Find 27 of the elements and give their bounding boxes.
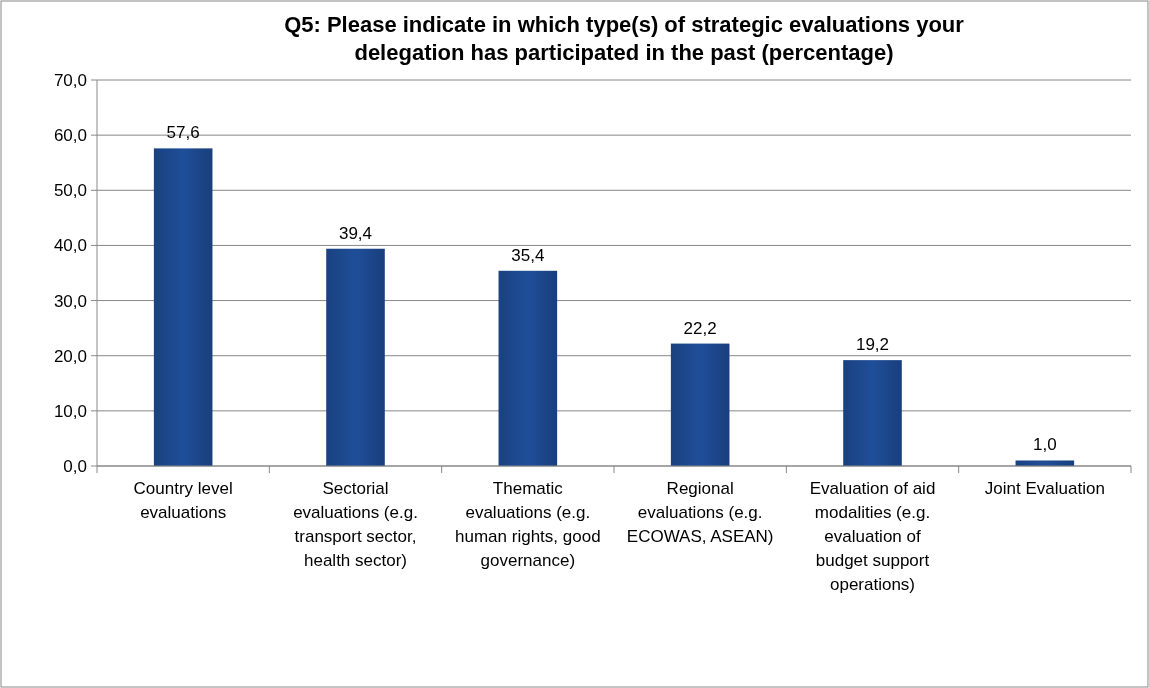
x-tick-label: Joint Evaluation	[984, 479, 1105, 498]
data-label: 1,0	[1033, 435, 1057, 455]
data-label: 39,4	[338, 223, 373, 243]
x-tick-label: Sectorial evaluations (e.g. transport sector, health sector)	[293, 479, 418, 570]
bar	[326, 248, 385, 466]
bar	[670, 343, 730, 466]
x-tick-label: Evaluation of aid modalities (e.g. evaluation of budget support operations)	[809, 479, 936, 594]
y-tick-label: 20,0	[53, 346, 87, 366]
data-label: 35,4	[511, 245, 545, 265]
y-tick-label: 40,0	[53, 236, 87, 256]
y-tick-label: 60,0	[53, 126, 87, 146]
bar	[498, 270, 558, 466]
bar	[843, 360, 902, 466]
y-tick-label: 10,0	[53, 401, 87, 421]
data-label: 19,2	[855, 335, 890, 355]
y-tick-label: 50,0	[53, 181, 87, 201]
chart-title: Q5: Please indicate in which type(s) of strategic evaluations your delegation has participated in the past (percentage)	[284, 12, 965, 65]
data-label: 57,6	[166, 123, 200, 143]
y-tick-label: 30,0	[53, 291, 87, 311]
x-tick-label: Thematic evaluations (e.g. human rights, good governance)	[455, 479, 601, 570]
y-tick-label: 0,0	[63, 456, 87, 476]
x-tick-label: Country level evaluations	[133, 479, 233, 522]
data-label: 22,2	[683, 318, 717, 338]
bar	[1015, 460, 1075, 466]
x-tick-label: Regional evaluations (e.g. ECOWAS, ASEAN)	[626, 479, 774, 546]
y-tick-label: 70,0	[53, 70, 87, 90]
bar	[153, 148, 213, 466]
